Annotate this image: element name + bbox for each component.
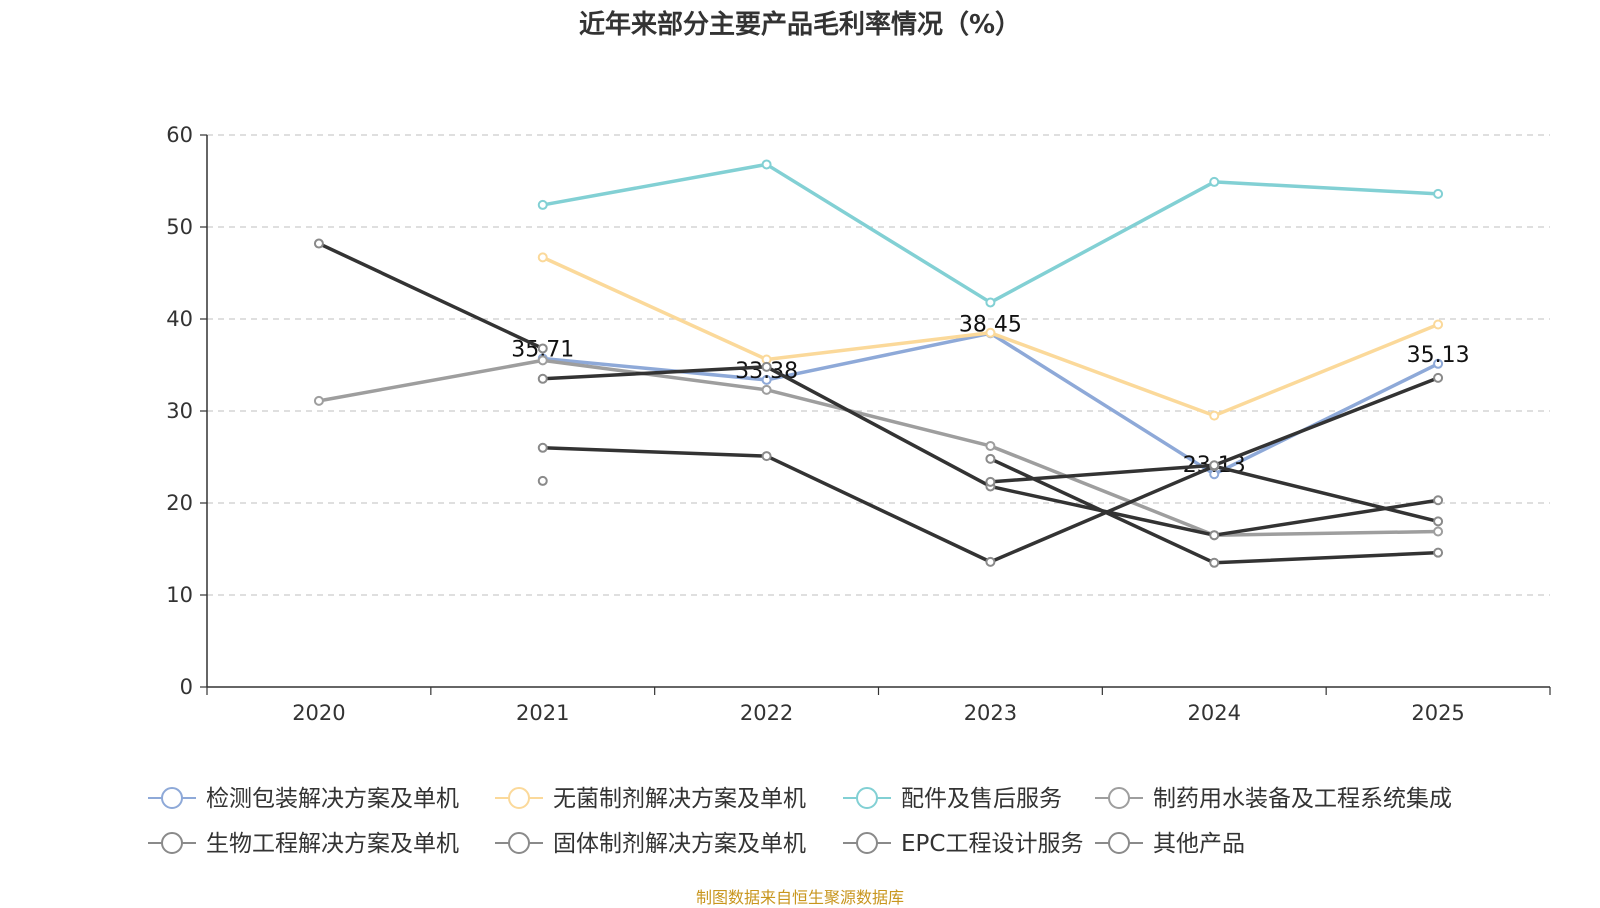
legend-marker bbox=[856, 832, 878, 854]
legend-label: 固体制剂解决方案及单机 bbox=[553, 831, 806, 857]
data-point bbox=[761, 159, 772, 170]
x-tick-label: 2021 bbox=[516, 701, 569, 725]
legend-marker bbox=[1108, 787, 1130, 809]
legend-label: 制药用水装备及工程系统集成 bbox=[1153, 786, 1452, 812]
data-point bbox=[537, 373, 548, 384]
data-point bbox=[985, 453, 996, 464]
series-2 bbox=[537, 159, 1444, 308]
legend-label: 配件及售后服务 bbox=[901, 786, 1062, 812]
data-point bbox=[537, 252, 548, 263]
data-point bbox=[985, 476, 996, 487]
data-point bbox=[761, 451, 772, 462]
legend-item: 制药用水装备及工程系统集成 bbox=[1095, 786, 1452, 812]
series-line bbox=[318, 241, 544, 351]
legend-label: 无菌制剂解决方案及单机 bbox=[553, 786, 806, 812]
legend-marker bbox=[161, 832, 183, 854]
data-point bbox=[537, 199, 548, 210]
series-7 bbox=[537, 372, 1444, 487]
series-line bbox=[542, 162, 1439, 305]
series-3 bbox=[313, 355, 1444, 541]
data-point bbox=[1433, 516, 1444, 527]
legend-marker bbox=[508, 787, 530, 809]
data-point bbox=[1433, 495, 1444, 506]
x-tick-label: 2023 bbox=[964, 701, 1017, 725]
series-8 bbox=[985, 453, 1444, 568]
legend-item: 固体制剂解决方案及单机 bbox=[495, 831, 806, 857]
data-point bbox=[537, 442, 548, 453]
legend-marker bbox=[508, 832, 530, 854]
series-1 bbox=[537, 252, 1444, 421]
y-tick-label: 50 bbox=[166, 215, 193, 239]
legend-marker bbox=[1108, 832, 1130, 854]
y-tick-label: 10 bbox=[166, 583, 193, 607]
data-point bbox=[985, 297, 996, 308]
data-point bbox=[313, 238, 324, 249]
y-tick-label: 40 bbox=[166, 307, 193, 331]
data-label: 35.13 bbox=[1407, 343, 1470, 368]
series-line bbox=[318, 358, 1439, 537]
legend-label: 其他产品 bbox=[1153, 831, 1245, 857]
data-point bbox=[1209, 530, 1220, 541]
data-point bbox=[537, 343, 548, 354]
legend-item: 检测包装解决方案及单机 bbox=[148, 786, 459, 812]
data-point bbox=[1433, 188, 1444, 199]
legend-item: 配件及售后服务 bbox=[843, 786, 1062, 812]
y-tick-label: 0 bbox=[180, 675, 193, 699]
source-note: 制图数据来自恒生聚源数据库 bbox=[695, 888, 904, 907]
data-point bbox=[761, 384, 772, 395]
legend-label: EPC工程设计服务 bbox=[901, 831, 1083, 857]
chart-title: 近年来部分主要产品毛利率情况（%） bbox=[578, 10, 1022, 40]
data-point bbox=[1209, 460, 1220, 471]
legend-label: 检测包装解决方案及单机 bbox=[206, 786, 459, 812]
data-point bbox=[761, 374, 772, 385]
data-point bbox=[1433, 372, 1444, 383]
x-tick-label: 2022 bbox=[740, 701, 793, 725]
data-point bbox=[537, 475, 548, 486]
x-tick-label: 2020 bbox=[292, 701, 345, 725]
data-point bbox=[1209, 410, 1220, 421]
data-point bbox=[1433, 547, 1444, 558]
y-tick-label: 20 bbox=[166, 491, 193, 515]
legend-marker bbox=[856, 787, 878, 809]
data-point bbox=[537, 355, 548, 366]
series-line bbox=[542, 446, 1439, 564]
y-tick-label: 60 bbox=[166, 123, 193, 147]
data-point bbox=[985, 556, 996, 567]
legend-label: 生物工程解决方案及单机 bbox=[206, 831, 459, 857]
data-point bbox=[313, 395, 324, 406]
data-point bbox=[1209, 557, 1220, 568]
data-point bbox=[985, 327, 996, 338]
y-tick-label: 30 bbox=[166, 399, 193, 423]
legend-item: EPC工程设计服务 bbox=[843, 831, 1083, 857]
series-4 bbox=[313, 238, 548, 354]
data-point bbox=[985, 440, 996, 451]
data-point bbox=[1433, 526, 1444, 537]
data-point bbox=[1209, 176, 1220, 187]
data-point bbox=[1433, 319, 1444, 330]
x-tick-label: 2025 bbox=[1411, 701, 1464, 725]
legend-item: 其他产品 bbox=[1095, 831, 1245, 857]
legend-item: 无菌制剂解决方案及单机 bbox=[495, 786, 806, 812]
legend-item: 生物工程解决方案及单机 bbox=[148, 831, 459, 857]
data-point bbox=[1433, 358, 1444, 369]
legend-marker bbox=[161, 787, 183, 809]
data-point bbox=[761, 361, 772, 372]
x-tick-label: 2024 bbox=[1188, 701, 1241, 725]
